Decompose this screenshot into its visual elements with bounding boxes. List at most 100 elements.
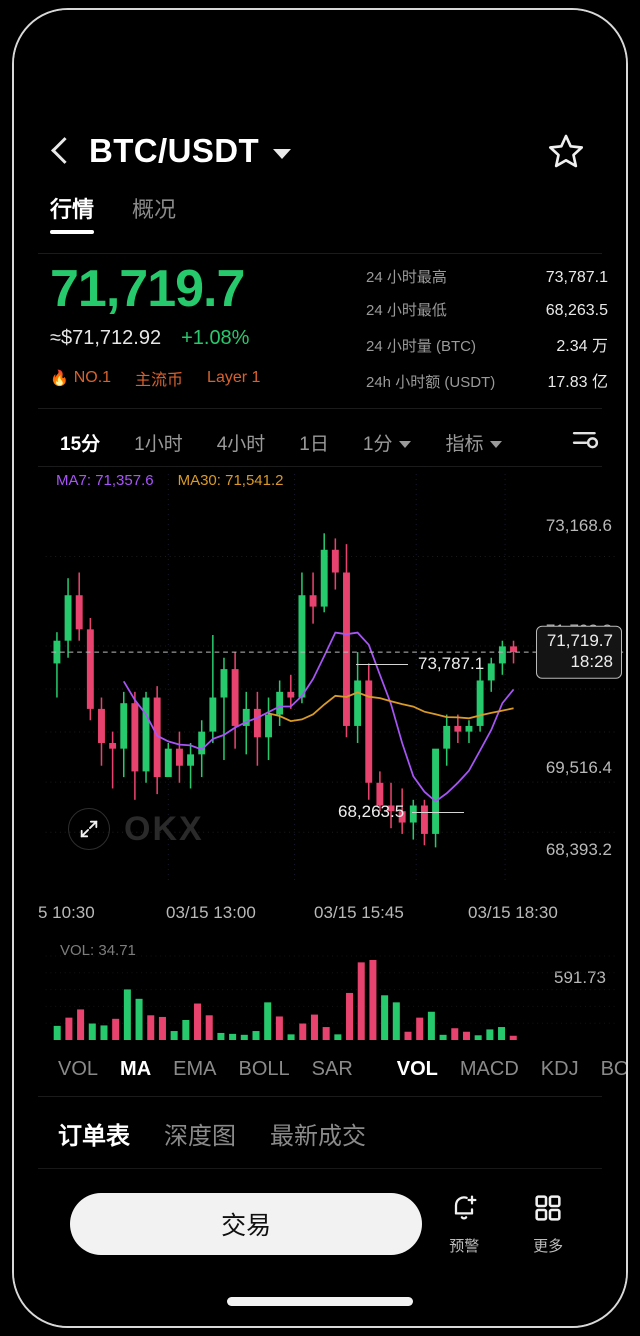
chevron-down-icon [490,440,503,448]
bottom-action-bar: 交易 预警 更多 [14,1178,626,1270]
price-chart[interactable]: MA7: 71,357.6 MA30: 71,541.2 73,787.1 68… [38,468,626,898]
ma30-name: MA30 [177,472,217,489]
stat-label: 24h 小时额 (USDT) [366,374,496,391]
indicator-sar[interactable]: SAR [311,1057,353,1080]
high-annotation: 73,787.1 [356,654,484,674]
price-tag-time: 18:28 [570,651,613,671]
stat-row: 24 小时量 (BTC) 2.34 万 [366,332,608,356]
stats-panel: 24 小时最高 73,787.1 24 小时最低 68,263.5 24 小时量… [366,266,608,404]
x-axis: 5 10:30 03/15 13:00 03/15 15:45 03/15 18… [38,903,602,931]
chevron-down-icon [399,440,412,448]
timeframe-15m[interactable]: 15分 [60,433,101,455]
stat-label: 24 小时最高 [366,269,447,286]
x-axis-label: 03/15 18:30 [468,903,558,922]
x-axis-label: 03/15 15:45 [314,903,404,922]
timeframe-bar: 15分 1小时 4小时 1日 1分 指标 [38,418,602,466]
indicator-vol-sub[interactable]: VOL [396,1057,438,1080]
ma7-name: MA7 [56,472,87,489]
more-button[interactable]: 更多 [506,1192,590,1256]
market-tabs: 行情 概况 [50,192,176,234]
low-annotation: 68,263.5 [338,802,465,822]
ma7-legend: MA7: 71,357.6 [56,472,154,489]
trade-button[interactable]: 交易 [70,1193,423,1255]
y-axis-label: 73,168.6 [545,516,612,535]
current-price-tag: 71,719.7 18:28 [535,625,622,679]
alert-button[interactable]: 预警 [422,1192,506,1256]
y-axis-label: 68,393.2 [545,840,612,859]
caret-down-icon[interactable] [273,149,292,159]
indicator-ema[interactable]: EMA [173,1057,217,1080]
last-price: 71,719.7 [50,260,245,318]
tab-depth[interactable]: 深度图 [164,1123,236,1150]
tag-layer1[interactable]: Layer 1 [207,368,261,386]
tag-rank[interactable]: 🔥 NO.1 [50,369,111,387]
tag-row: 🔥 NO.1 主流币 Layer 1 [50,366,260,390]
indicator-divider [38,1096,602,1097]
tab-quotes[interactable]: 行情 [50,192,95,234]
header-divider [38,253,602,254]
phone-frame: BTC/USDT 行情 概况 71,719.7 ≈$71,712.92 +1.0… [12,8,628,1328]
stat-value: 73,787.1 [545,269,608,286]
indicator-dropdown-label: 指标 [445,433,484,455]
high-annotation-label: 73,787.1 [418,654,485,673]
y-axis: 73,168.6 71,702.8 69,516.4 68,393.2 [508,468,618,898]
timeframe-more-label: 1分 [362,433,393,455]
timeframe-1h[interactable]: 1小时 [134,433,183,455]
indicator-kdj[interactable]: KDJ [540,1057,579,1080]
flame-icon: 🔥 [50,369,69,387]
volume-chart[interactable]: VOL: 34.71 591.73 [38,938,626,1046]
price-tag-price: 71,719.7 [546,630,613,650]
star-icon[interactable] [546,131,586,171]
low-annotation-label: 68,263.5 [338,802,405,821]
ma7-value: 71,357.6 [95,472,154,489]
x-axis-label: 5 10:30 [38,903,95,922]
tab-trades[interactable]: 最新成交 [270,1123,366,1150]
page-title: BTC/USDT [89,132,260,169]
app-screen: BTC/USDT 行情 概况 71,719.7 ≈$71,712.92 +1.0… [14,10,626,1326]
okx-logo: OKX [124,809,204,848]
y-axis-label: 69,516.4 [545,758,612,777]
alert-label: 预警 [449,1238,480,1255]
indicator-boll-sub[interactable]: BOLL [600,1057,628,1080]
stat-value: 2.34 万 [556,338,608,355]
chart-watermark: OKX [68,808,204,850]
tag-mainstream[interactable]: 主流币 [135,371,184,389]
ma30-legend: MA30: 71,541.2 [177,472,284,489]
stat-label: 24 小时最低 [366,302,447,319]
timeframe-1d[interactable]: 1日 [299,433,329,455]
more-label: 更多 [533,1238,564,1255]
tab-orderbook[interactable]: 订单表 [58,1123,130,1150]
chart-settings-icon[interactable] [568,425,602,460]
stat-row: 24 小时最高 73,787.1 [366,266,608,287]
volume-max-label: 591.73 [554,968,606,987]
back-chevron-icon[interactable] [50,134,72,168]
timeframe-divider [38,466,602,467]
volume-legend: VOL: 34.71 [60,942,136,959]
bell-plus-icon [447,1192,481,1229]
indicator-dropdown[interactable]: 指标 [445,429,503,456]
expand-icon[interactable] [68,808,110,850]
home-indicator [227,1297,413,1306]
stat-value: 17.83 亿 [547,374,609,391]
timeframe-4h[interactable]: 4小时 [216,433,266,455]
indicator-macd[interactable]: MACD [459,1057,519,1080]
stat-value: 68,263.5 [545,302,608,319]
lower-tabs: 订单表 深度图 最新成交 [58,1116,366,1151]
indicator-vol-main[interactable]: VOL [58,1057,99,1080]
header: BTC/USDT [14,120,626,182]
ma-legend: MA7: 71,357.6 MA30: 71,541.2 [56,472,284,489]
stat-label: 24 小时量 (BTC) [366,338,477,355]
price-sub-row: ≈$71,712.92 +1.08% [50,327,260,350]
tab-overview[interactable]: 概况 [132,197,177,222]
stats-divider [38,408,602,409]
indicator-strip: VOL MA EMA BOLL SAR VOL MACD KDJ BOLL [38,1048,626,1090]
grid-icon [532,1192,564,1229]
stat-row: 24 小时最低 68,263.5 [366,299,608,320]
indicator-ma[interactable]: MA [120,1057,152,1080]
timeframe-more-dropdown[interactable]: 1分 [363,429,412,456]
stat-row: 24h 小时额 (USDT) 17.83 亿 [366,368,608,392]
volume-canvas [45,955,615,1040]
tag-rank-label: NO.1 [73,368,112,386]
indicator-boll[interactable]: BOLL [238,1057,290,1080]
candlestick-canvas [45,474,625,880]
